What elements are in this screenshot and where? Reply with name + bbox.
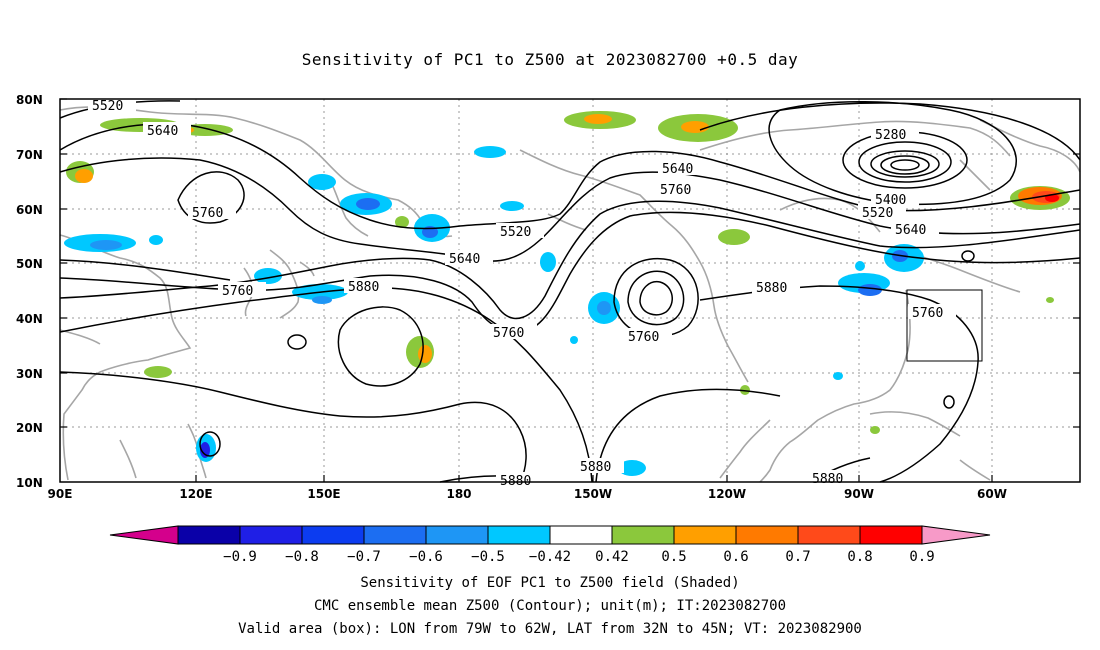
colorbar-segment (549, 525, 613, 545)
lat-label: 70N (16, 148, 43, 162)
colorbar-label: −0.42 (529, 549, 571, 565)
contour-label: 5760 (628, 330, 659, 345)
colorbar-end-low (109, 525, 179, 545)
longitude-labels: 90E 120E 150E 180 150W 120W 90W 60W (48, 487, 1007, 501)
contour-label: 5640 (895, 223, 926, 238)
colorbar: −0.9 −0.8 −0.7 −0.6 −0.5 −0.42 0.42 0.5 0.6 0.7 0.… (109, 525, 991, 565)
lon-label: 90E (48, 487, 73, 501)
contour-label: 5880 (348, 280, 379, 295)
map-title: Sensitivity of PC1 to Z500 at 2023082700… (301, 50, 799, 69)
lon-label: 150E (307, 487, 340, 501)
colorbar-label: −0.6 (409, 549, 443, 565)
colorbar-segment (797, 525, 861, 545)
colorbar-segment (425, 525, 489, 545)
lon-label: 150W (574, 487, 612, 501)
lat-label: 20N (16, 421, 43, 435)
caption-line-contour: CMC ensemble mean Z500 (Contour); unit(m… (313, 598, 786, 614)
colorbar-label: −0.5 (471, 549, 505, 565)
contour-label: 5880 (812, 472, 843, 487)
contour-label: 5520 (862, 206, 893, 221)
colorbar-segment (673, 525, 737, 545)
contour-label: 5880 (756, 281, 787, 296)
lon-label: 120W (708, 487, 746, 501)
lon-label: 180 (446, 487, 471, 501)
lat-label: 80N (16, 93, 43, 107)
contour-label: 5640 (449, 252, 480, 267)
colorbar-segment (487, 525, 551, 545)
z500-contours (59, 100, 1081, 483)
lat-label: 30N (16, 367, 43, 381)
lat-label: 40N (16, 312, 43, 326)
coastlines (59, 106, 1081, 483)
caption-line-valid-area: Valid area (box): LON from 79W to 62W, L… (238, 621, 862, 637)
colorbar-label: 0.6 (723, 549, 748, 565)
contour-label: 5520 (500, 225, 531, 240)
colorbar-segment (177, 525, 241, 545)
lon-label: 120E (179, 487, 212, 501)
contour-label: 5760 (660, 183, 691, 198)
colorbar-labels: −0.9 −0.8 −0.7 −0.6 −0.5 −0.42 0.42 0.5 0.6 0.7 0.… (223, 549, 935, 565)
latitude-labels: 80N 70N 60N 50N 40N 30N 20N 10N (16, 93, 43, 490)
lat-label: 60N (16, 203, 43, 217)
colorbar-segment (735, 525, 799, 545)
lat-label: 10N (16, 476, 43, 490)
colorbar-label: −0.8 (285, 549, 319, 565)
contour-label: 5640 (662, 162, 693, 177)
contour-label: 5640 (147, 124, 178, 139)
colorbar-segment (611, 525, 675, 545)
colorbar-label: −0.9 (223, 549, 257, 565)
colorbar-segment (239, 525, 303, 545)
colorbar-label: 0.9 (909, 549, 934, 565)
caption-line-shading: Sensitivity of EOF PC1 to Z500 field (Sh… (360, 575, 740, 591)
colorbar-segments (177, 525, 923, 545)
contour-label: 5880 (580, 460, 611, 475)
colorbar-label: 0.5 (661, 549, 686, 565)
contour-label: 5760 (222, 284, 253, 299)
valid-area-box (906, 289, 983, 362)
colorbar-segment (859, 525, 923, 545)
colorbar-end-high (921, 525, 991, 545)
colorbar-label: 0.42 (595, 549, 629, 565)
lon-label: 60W (977, 487, 1007, 501)
map-panel: 5520 5640 5760 5760 5880 5640 5520 5760 … (16, 93, 1081, 501)
lat-label: 50N (16, 257, 43, 271)
contour-label: 5760 (192, 206, 223, 221)
colorbar-segment (301, 525, 365, 545)
colorbar-segment (363, 525, 427, 545)
contour-label: 5280 (875, 128, 906, 143)
colorbar-label: −0.7 (347, 549, 381, 565)
contour-label: 5760 (493, 326, 524, 341)
colorbar-label: 0.7 (785, 549, 810, 565)
contour-label: 5520 (92, 99, 123, 114)
contour-labels: 5520 5640 5760 5760 5880 5640 5520 5760 … (88, 97, 956, 489)
contour-label: 5760 (912, 306, 943, 321)
colorbar-label: 0.8 (847, 549, 872, 565)
lon-label: 90W (844, 487, 874, 501)
